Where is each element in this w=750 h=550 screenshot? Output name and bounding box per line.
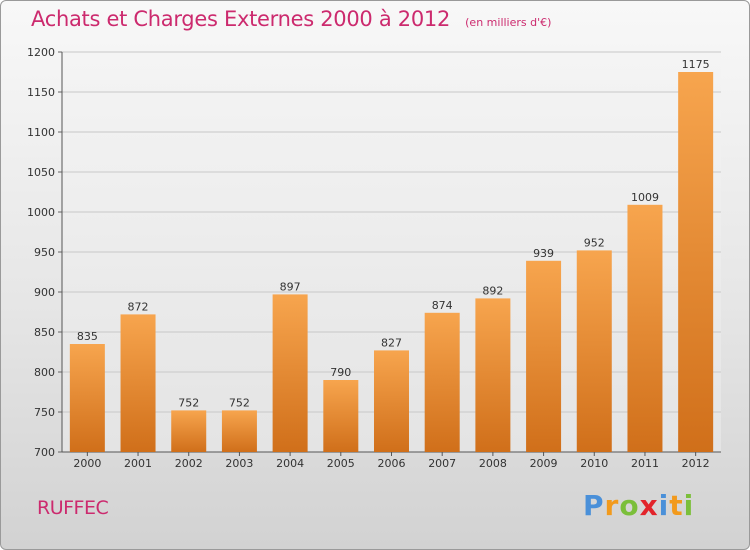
y-tick-label: 750 (34, 406, 55, 419)
data-label: 952 (584, 236, 605, 249)
x-tick-label: 2003 (225, 457, 253, 470)
bar (221, 410, 257, 452)
y-tick-label: 900 (34, 286, 55, 299)
x-tick-label: 2005 (327, 457, 355, 470)
proxiti-logo: Proxiti (583, 489, 695, 522)
bar (424, 312, 460, 452)
data-label: 827 (381, 336, 402, 349)
y-tick-label: 850 (34, 326, 55, 339)
x-tick-label: 2001 (124, 457, 152, 470)
x-tick-label: 2004 (276, 457, 304, 470)
x-tick-label: 2010 (580, 457, 608, 470)
bar (627, 204, 663, 452)
y-tick-label: 1200 (27, 46, 55, 59)
data-label: 874 (432, 299, 453, 312)
data-label: 1175 (682, 58, 710, 71)
x-tick-label: 2006 (378, 457, 406, 470)
chart-title: Achats et Charges Externes 2000 à 2012 (31, 7, 451, 31)
data-label: 835 (77, 330, 98, 343)
data-label: 939 (533, 247, 554, 260)
y-tick-label: 1000 (27, 206, 55, 219)
chart-title-area: Achats et Charges Externes 2000 à 2012 (… (31, 7, 551, 31)
bar (120, 314, 156, 452)
x-tick-label: 2012 (682, 457, 710, 470)
y-tick-label: 800 (34, 366, 55, 379)
x-tick-label: 2000 (73, 457, 101, 470)
x-tick-label: 2002 (175, 457, 203, 470)
bar (69, 344, 105, 452)
bar (171, 410, 207, 452)
y-tick-label: 1050 (27, 166, 55, 179)
y-tick-label: 1150 (27, 86, 55, 99)
bar (323, 380, 359, 452)
data-label: 892 (482, 284, 503, 297)
data-label: 872 (128, 300, 149, 313)
x-tick-label: 2008 (479, 457, 507, 470)
chart-subtitle: (en milliers d'€) (465, 16, 552, 29)
bar (475, 298, 511, 452)
data-label: 752 (178, 396, 199, 409)
bar (678, 72, 714, 452)
data-label: 897 (280, 280, 301, 293)
bar (526, 260, 562, 452)
plot-area: 700 750 800 850 900 950 1000 1050 1100 1150 1200 83… (27, 46, 721, 470)
data-label: 790 (330, 366, 351, 379)
bar (272, 294, 308, 452)
x-tick-label: 2011 (631, 457, 659, 470)
data-label: 752 (229, 396, 250, 409)
data-label: 1009 (631, 191, 659, 204)
bar (374, 350, 409, 452)
y-tick-label: 700 (34, 446, 55, 459)
location-label: RUFFEC (37, 497, 109, 519)
y-tick-label: 1100 (27, 126, 55, 139)
y-tick-label: 950 (34, 246, 55, 259)
x-tick-label: 2007 (428, 457, 456, 470)
x-tick-label: 2009 (530, 457, 558, 470)
bar (576, 250, 612, 452)
